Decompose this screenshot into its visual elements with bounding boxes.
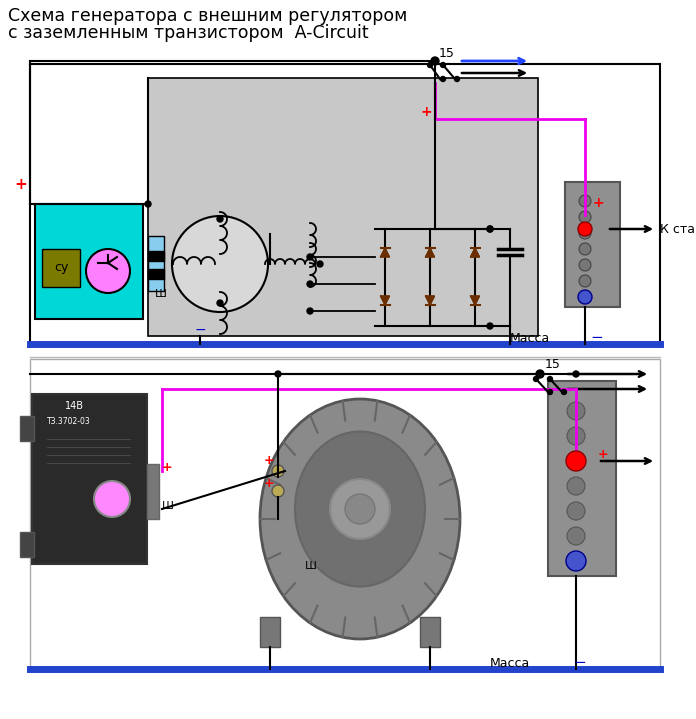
Text: −: −	[195, 323, 207, 337]
Circle shape	[578, 290, 592, 304]
Circle shape	[548, 390, 553, 395]
Circle shape	[307, 281, 313, 287]
Circle shape	[487, 226, 493, 232]
Text: Ш: Ш	[162, 501, 174, 511]
Text: Масса: Масса	[490, 657, 530, 670]
Text: Ш: Ш	[305, 561, 317, 571]
Circle shape	[534, 377, 539, 382]
Circle shape	[537, 371, 543, 377]
Bar	[260, 617, 280, 647]
Circle shape	[272, 465, 284, 477]
Circle shape	[579, 259, 591, 271]
Circle shape	[307, 254, 313, 260]
Text: 14В: 14В	[65, 401, 84, 411]
Bar	[30, 64, 660, 344]
Text: Ш: Ш	[155, 289, 167, 299]
Circle shape	[567, 452, 585, 470]
Ellipse shape	[295, 431, 425, 587]
Circle shape	[427, 63, 432, 68]
Bar	[420, 617, 440, 647]
Circle shape	[562, 390, 567, 395]
Circle shape	[567, 552, 585, 570]
Bar	[148, 236, 164, 291]
Circle shape	[579, 211, 591, 223]
Text: +: +	[264, 477, 275, 490]
Circle shape	[487, 323, 493, 329]
Circle shape	[441, 63, 445, 68]
Circle shape	[566, 451, 586, 471]
Circle shape	[579, 227, 591, 239]
Polygon shape	[425, 296, 434, 305]
Circle shape	[217, 216, 223, 222]
Bar	[30, 359, 660, 669]
Circle shape	[567, 527, 585, 545]
Circle shape	[275, 371, 281, 377]
Circle shape	[145, 201, 151, 207]
Circle shape	[567, 477, 585, 495]
Circle shape	[330, 479, 390, 539]
Text: +: +	[593, 196, 605, 210]
Bar	[148, 251, 164, 261]
Circle shape	[317, 261, 323, 267]
Text: К стартеру: К стартеру	[660, 222, 696, 236]
Bar	[35, 204, 143, 319]
Circle shape	[431, 57, 439, 65]
Text: +: +	[598, 448, 608, 461]
Circle shape	[579, 275, 591, 287]
Text: +: +	[14, 177, 26, 192]
Circle shape	[272, 485, 284, 497]
Circle shape	[217, 300, 223, 306]
Circle shape	[579, 291, 591, 303]
Circle shape	[566, 551, 586, 571]
Circle shape	[172, 216, 268, 312]
Circle shape	[579, 243, 591, 255]
Circle shape	[536, 370, 544, 378]
Text: 15: 15	[439, 47, 455, 60]
Text: Схема генератора с внешним регулятором: Схема генератора с внешним регулятором	[8, 7, 407, 25]
Text: су: су	[54, 262, 68, 275]
Text: 15: 15	[545, 358, 561, 371]
Bar	[565, 182, 620, 307]
Text: ТЗ.3702-03: ТЗ.3702-03	[47, 417, 90, 426]
Circle shape	[94, 481, 130, 517]
Text: Масса: Масса	[510, 332, 551, 345]
Circle shape	[548, 377, 553, 382]
Circle shape	[573, 371, 579, 377]
Bar	[148, 78, 538, 336]
Circle shape	[307, 308, 313, 314]
Polygon shape	[470, 296, 480, 305]
Bar	[548, 381, 616, 576]
Bar	[20, 532, 34, 557]
Text: −: −	[590, 330, 603, 345]
Bar	[147, 464, 159, 519]
Circle shape	[567, 402, 585, 420]
Text: +: +	[421, 105, 433, 119]
Text: −: −	[573, 655, 586, 670]
Text: с заземленным транзистором  A-Circuit: с заземленным транзистором A-Circuit	[8, 24, 369, 42]
Polygon shape	[470, 248, 480, 257]
Bar	[42, 249, 80, 287]
Text: +: +	[162, 461, 173, 474]
Polygon shape	[381, 296, 390, 305]
Circle shape	[578, 222, 592, 236]
Circle shape	[567, 427, 585, 445]
Bar	[20, 416, 34, 441]
Circle shape	[441, 76, 445, 81]
Circle shape	[579, 195, 591, 207]
Bar	[32, 394, 147, 564]
Ellipse shape	[260, 399, 460, 639]
Circle shape	[345, 494, 375, 524]
Circle shape	[86, 249, 130, 293]
Text: +: +	[264, 454, 275, 467]
Circle shape	[567, 502, 585, 520]
Polygon shape	[425, 248, 434, 257]
Circle shape	[454, 76, 459, 81]
Circle shape	[487, 226, 493, 232]
Bar	[148, 269, 164, 279]
Polygon shape	[381, 248, 390, 257]
